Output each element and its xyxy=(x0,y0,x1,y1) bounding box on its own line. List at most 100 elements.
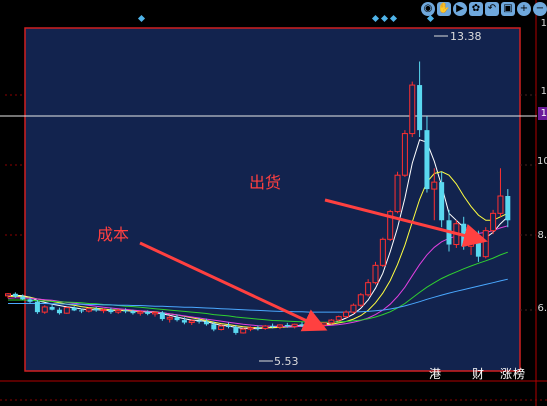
high-price-label: 13.38 xyxy=(450,30,482,43)
play-icon[interactable]: ▶ xyxy=(453,2,467,16)
event-tag[interactable]: 港 xyxy=(429,367,442,381)
candle-body xyxy=(166,316,173,320)
candle[interactable] xyxy=(49,304,55,311)
candle[interactable] xyxy=(5,293,11,299)
event-tag[interactable]: 涨 xyxy=(500,367,513,381)
candle[interactable] xyxy=(387,209,394,242)
candle[interactable] xyxy=(203,318,209,326)
candle[interactable] xyxy=(357,293,364,307)
candle[interactable] xyxy=(137,310,144,316)
candle[interactable] xyxy=(166,315,173,323)
candle-body xyxy=(226,326,231,328)
candle[interactable] xyxy=(497,168,504,217)
candle[interactable] xyxy=(226,322,231,329)
candle[interactable] xyxy=(284,322,290,328)
candle-body xyxy=(196,320,202,322)
candle[interactable] xyxy=(431,168,438,221)
candle[interactable] xyxy=(343,310,350,319)
candle-body xyxy=(41,306,48,313)
candle[interactable] xyxy=(56,307,62,315)
minus-icon[interactable]: − xyxy=(533,2,547,16)
axis-label: 8. xyxy=(537,230,547,241)
candle[interactable] xyxy=(372,261,379,285)
candle[interactable] xyxy=(233,324,239,335)
candle[interactable] xyxy=(123,308,129,314)
event-tag[interactable]: 财 xyxy=(472,367,485,381)
hand-icon[interactable]: ✋ xyxy=(437,2,451,16)
candle[interactable] xyxy=(439,171,445,228)
candle-body xyxy=(417,85,423,131)
candle[interactable] xyxy=(424,116,430,193)
candle[interactable] xyxy=(85,307,92,313)
candle[interactable] xyxy=(188,319,195,325)
ma-line-3 xyxy=(8,251,508,323)
lock-icon[interactable]: ▣ xyxy=(501,2,515,16)
candle[interactable] xyxy=(409,81,416,138)
candle-body xyxy=(343,311,350,318)
event-tag[interactable]: 榜 xyxy=(513,367,526,381)
candle[interactable] xyxy=(262,324,269,330)
candle[interactable] xyxy=(196,318,202,324)
candle-body xyxy=(335,316,342,321)
candle[interactable] xyxy=(130,309,136,315)
candle[interactable] xyxy=(159,311,165,321)
candle[interactable] xyxy=(63,306,70,314)
plus-icon[interactable]: + xyxy=(517,2,531,16)
candle[interactable] xyxy=(34,300,40,314)
candle[interactable] xyxy=(211,321,217,332)
candle-body xyxy=(34,301,40,313)
candle-body xyxy=(490,212,497,232)
candle[interactable] xyxy=(71,306,77,312)
candle[interactable] xyxy=(490,209,497,235)
candle-body xyxy=(174,317,180,321)
candle[interactable] xyxy=(255,325,261,331)
candle-body xyxy=(247,327,254,330)
candle[interactable] xyxy=(276,324,283,330)
candle[interactable] xyxy=(108,307,114,314)
candle[interactable] xyxy=(218,324,225,331)
candle[interactable] xyxy=(394,171,401,214)
candle[interactable] xyxy=(79,308,84,314)
candle[interactable] xyxy=(482,227,489,259)
settings-icon[interactable]: ✿ xyxy=(469,2,483,16)
candle[interactable] xyxy=(401,130,408,177)
candle-body xyxy=(115,309,122,313)
candle-body xyxy=(291,323,298,327)
candle[interactable] xyxy=(365,279,372,297)
candle-body xyxy=(137,311,144,314)
undo-icon[interactable]: ↶ xyxy=(485,2,499,16)
candle[interactable] xyxy=(350,303,357,314)
candle-body xyxy=(379,238,386,266)
candle-body xyxy=(152,311,158,315)
candle[interactable] xyxy=(93,306,99,312)
candle[interactable] xyxy=(145,310,151,316)
candle[interactable] xyxy=(240,327,247,334)
candle[interactable] xyxy=(247,326,254,332)
candle[interactable] xyxy=(27,297,33,304)
candle[interactable] xyxy=(379,237,386,268)
candle[interactable] xyxy=(328,319,335,325)
eye-icon[interactable]: ◉ xyxy=(421,2,435,16)
candle-body xyxy=(409,84,416,135)
candle[interactable] xyxy=(20,294,26,300)
candle-body xyxy=(321,322,328,326)
candle-body xyxy=(12,293,18,297)
candle[interactable] xyxy=(505,189,511,228)
candle[interactable] xyxy=(417,61,423,138)
candle[interactable] xyxy=(291,323,298,329)
candle-body xyxy=(211,324,217,330)
candle-body xyxy=(372,264,379,284)
candle[interactable] xyxy=(41,305,48,314)
candle[interactable] xyxy=(174,314,180,322)
candle[interactable] xyxy=(152,311,158,317)
candle[interactable] xyxy=(181,317,187,325)
candle[interactable] xyxy=(335,315,342,322)
candle[interactable] xyxy=(115,309,122,314)
candle-body xyxy=(350,304,357,313)
candle[interactable] xyxy=(270,323,276,329)
candle[interactable] xyxy=(12,292,18,298)
candle-body xyxy=(276,324,283,328)
candle-body xyxy=(255,327,261,329)
candle[interactable] xyxy=(100,308,107,314)
